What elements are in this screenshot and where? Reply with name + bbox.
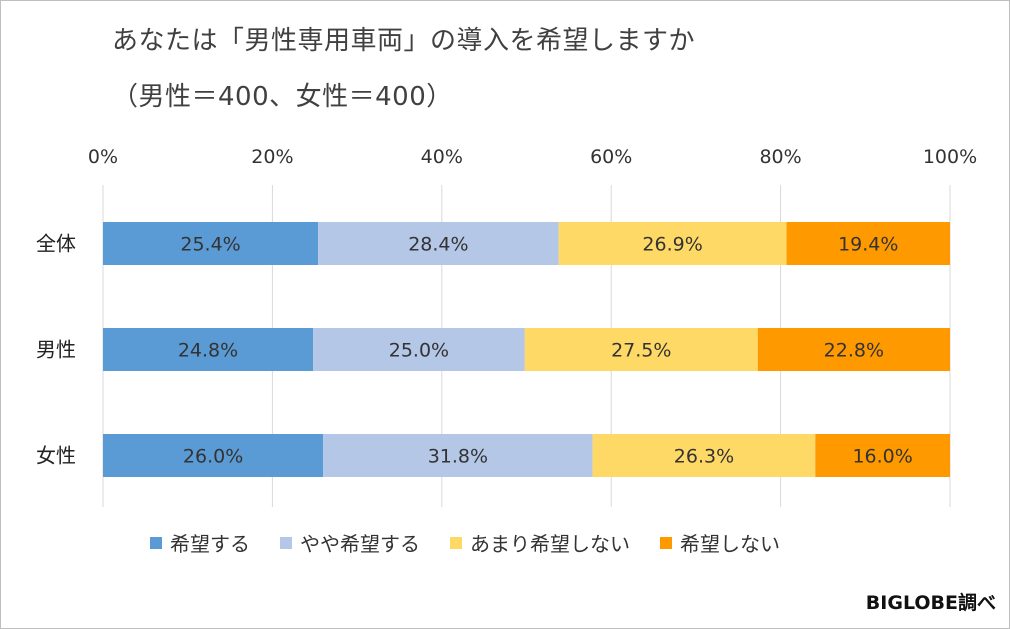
legend-item: 希望しない — [660, 528, 780, 557]
data-label: 25.4% — [180, 234, 240, 256]
x-tick-label: 0% — [88, 146, 118, 168]
x-tick-label: 100% — [923, 146, 977, 168]
category-label: 女性 — [36, 444, 76, 468]
bar-segment — [786, 222, 950, 265]
data-label: 26.0% — [183, 446, 243, 468]
bar-segment — [313, 328, 525, 371]
legend-label: 希望しない — [680, 532, 780, 556]
data-label: 25.0% — [389, 340, 449, 362]
bars: 25.4% 28.4% 26.9% 19.4% 24.8% 25.0% 27.5% 22.8%… — [103, 222, 950, 477]
data-label: 26.3% — [674, 446, 734, 468]
legend-label: やや希望する — [300, 532, 420, 556]
legend-swatch — [280, 536, 292, 549]
x-tick-label: 40% — [421, 146, 463, 168]
x-tick-label: 60% — [590, 146, 632, 168]
legend-item: やや希望する — [280, 528, 420, 557]
legend-label: 希望する — [170, 532, 250, 556]
legend-item: 希望する — [150, 528, 250, 557]
legend-swatch — [660, 536, 672, 549]
legend-item: あまり希望しない — [450, 528, 630, 557]
x-tick-label: 20% — [251, 146, 293, 168]
bar-segment — [103, 328, 314, 371]
bar-segment — [103, 434, 324, 477]
bar-segment — [524, 328, 758, 371]
bar-segment — [558, 222, 787, 265]
bar-segment — [103, 222, 319, 265]
category-label: 全体 — [36, 232, 76, 256]
x-axis-tick-labels: 0% 20% 40% 60% 80% 100% — [88, 146, 977, 168]
data-label: 24.8% — [178, 340, 238, 362]
source-credit: BIGLOBE調べ — [865, 592, 996, 614]
bar-segment — [323, 434, 593, 477]
legend-swatch — [150, 536, 162, 549]
chart-title: あなたは「男性専用車両」の導入を希望しますか — [112, 26, 696, 56]
legend-swatch — [450, 536, 462, 549]
chart-subtitle: （男性＝400、女性＝400） — [112, 82, 453, 112]
data-label: 31.8% — [428, 446, 488, 468]
x-tick-label: 80% — [759, 146, 801, 168]
data-label: 22.8% — [824, 340, 884, 362]
data-label: 28.4% — [408, 234, 468, 256]
legend-label: あまり希望しない — [470, 532, 630, 556]
bar-segment — [318, 222, 559, 265]
data-label: 27.5% — [611, 340, 671, 362]
data-label: 19.4% — [838, 234, 898, 256]
category-label: 男性 — [36, 338, 76, 362]
bar-segment — [592, 434, 816, 477]
data-label: 26.9% — [642, 234, 702, 256]
legend: 希望する やや希望する あまり希望しない 希望しない — [150, 528, 810, 557]
bar-segment — [757, 328, 950, 371]
bar-segment — [815, 434, 950, 477]
data-label: 16.0% — [852, 446, 912, 468]
